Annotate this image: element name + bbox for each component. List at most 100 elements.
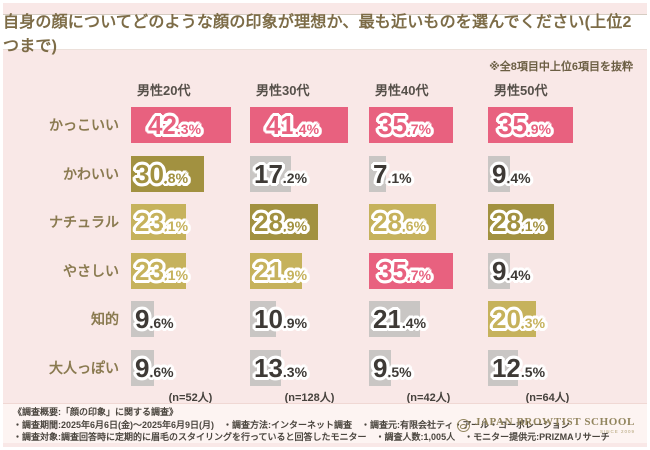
column-headers: 男性20代 男性30代 男性40代 男性50代 [131,80,607,99]
chart-row: ナチュラル 23.1% 28.9% 28.6% 28.1% [3,198,647,247]
survey-overview-title: 《調査概要:「顔の印象」に関する調査》 [13,407,178,417]
sample-size-male-20s: (n=52人) [168,392,213,404]
bar-value-label: 13.3% [254,352,308,383]
bar-value-label: 9.4% [492,255,531,286]
bar [250,301,276,338]
bar [488,252,510,289]
chart-row: 知的 9.6% 10.9% 21.4% 20.3% [3,295,647,344]
chart-row: かっこいい 42.3% 41.4% 35.7% 35.9% [3,101,647,150]
survey-overview: 《調査概要:「顔の印象」に関する調査》 ・調査期間:2025年6月6日(金)〜2… [3,403,647,443]
bar-chart: かっこいい 42.3% 41.4% 35.7% 35.9% かわいい 30.8% 17.2% 7… [3,101,647,392]
logo-subtext: SINCE 2009 [599,429,635,434]
survey-overview-details-2: ・調査対象:調査回答時に定期的に眉毛のスタイリングを行っていると回答したモニター… [13,432,610,442]
brand-logo: JAPAN BROWTIST SCHOOL SINCE 2009 [456,416,635,434]
bar-cell: 13.3% [250,349,369,386]
bar-cell: 35.7% [369,107,488,144]
bar [250,349,281,386]
bar-cell: 20.3% [488,301,607,338]
bar-value-label: 12.5% [492,352,546,383]
bar-value-label: 20.3% [492,304,546,335]
bar [369,107,453,144]
chart-row: やさしい 23.1% 21.9% 35.7% 9.4% [3,247,647,296]
bar [250,204,318,241]
bar-value-label: 21.9% [254,255,308,286]
bar [250,252,302,289]
bar-cell: 23.1% [131,204,250,241]
row-label: かっこいい [49,117,119,134]
excerpt-note: ※全8項目中上位6項目を抜粋 [489,61,633,73]
bar [131,349,154,386]
bar-cell: 28.9% [250,204,369,241]
bar-value-label: 41.4% [266,110,320,141]
bar-cell: 9.4% [488,252,607,289]
survey-overview-details-1: ・調査期間:2025年6月6日(金)〜2025年6月9日(月) ・調査方法:イン… [13,419,570,430]
chart-row: かわいい 30.8% 17.2% 7.1% 9.4% [3,150,647,199]
bar-cell: 28.1% [488,204,607,241]
bar [488,155,510,192]
bar-cell: 41.4% [250,107,369,144]
bar [369,349,391,386]
bar-cell: 10.9% [250,301,369,338]
bar-cell: 17.2% [250,155,369,192]
bar-cell: 9.5% [369,349,488,386]
bar-value-label: 35.9% [498,110,552,141]
sample-size-male-40s: (n=42人) [406,392,451,404]
bar-value-label: 23.1% [135,207,189,238]
page-title: 自身の顔についてどのような顔の印象が理想か、最も近いものを選んでください(上位2… [3,14,632,55]
column-header-male-40s: 男性40代 [375,83,429,98]
bar-cell: 28.6% [369,204,488,241]
column-header-male-50s: 男性50代 [494,83,548,98]
bar-value-label: 42.3% [148,110,202,141]
bar-cell: 23.1% [131,252,250,289]
bar-value-label: 21.4% [373,304,427,335]
chart-row: 大人っぽい 9.6% 13.3% 9.5% 12.5% [3,344,647,393]
sample-size-male-50s: (n=64人) [525,392,570,404]
row-label: 大人っぽい [49,359,119,376]
bar-cell: 9.6% [131,301,250,338]
bar-value-label: 9.6% [135,304,174,335]
bar-value-label: 23.1% [135,255,189,286]
sample-size-labels: (n=52人) (n=128人) (n=42人) (n=64人) [131,389,607,405]
bar-cell: 30.8% [131,155,250,192]
bar [369,204,436,241]
logo-text: JAPAN BROWTIST SCHOOL [474,416,635,428]
bar [488,301,536,338]
bar [488,349,518,386]
bar-value-label: 9.5% [373,352,412,383]
bar [131,301,154,338]
bar-cell: 21.4% [369,301,488,338]
bar-value-label: 10.9% [254,304,308,335]
bar [369,252,453,289]
bar-value-label: 7.1% [373,158,412,189]
row-label: やさしい [63,262,119,279]
bar-value-label: 28.1% [492,207,546,238]
bar [369,155,386,192]
bar [488,107,573,144]
bar-cell: 9.6% [131,349,250,386]
bar-cell: 12.5% [488,349,607,386]
logo-emblem-icon [456,418,470,432]
bar-value-label: 30.8% [135,158,189,189]
bar-value-label: 28.9% [254,207,308,238]
row-label: ナチュラル [49,214,119,231]
sample-size-male-30s: (n=128人) [284,392,335,404]
bar [131,204,186,241]
bar-cell: 9.4% [488,155,607,192]
bar-value-label: 28.6% [373,207,427,238]
column-header-male-30s: 男性30代 [256,83,310,98]
bar [250,155,291,192]
bar-cell: 35.9% [488,107,607,144]
bar [369,301,420,338]
bar-value-label: 17.2% [254,158,308,189]
bar [131,252,186,289]
bar [131,107,231,144]
bar-cell: 35.7% [369,252,488,289]
bar [131,155,204,192]
bar-cell: 21.9% [250,252,369,289]
bar-value-label: 9.6% [135,352,174,383]
bar-value-label: 9.4% [492,158,531,189]
bar-cell: 7.1% [369,155,488,192]
bar-cell: 42.3% [131,107,250,144]
column-header-male-20s: 男性20代 [137,83,191,98]
